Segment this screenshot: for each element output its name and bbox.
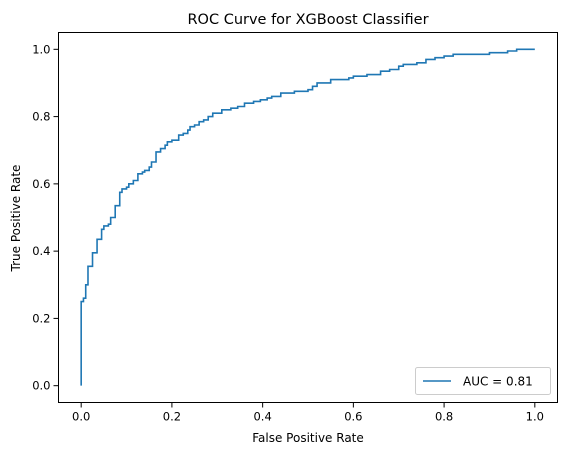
y-tick-label: 0.4 [32, 244, 50, 258]
y-tick-label: 1.0 [32, 42, 50, 56]
roc-curve-line [80, 48, 535, 386]
x-tick-label: 0.4 [253, 410, 271, 424]
plot-area: 0.0 0.2 0.4 0.6 0.8 1.0 0.0 0.2 0.4 0.6 0.8 1.0 [32, 32, 558, 424]
legend-label-auc: AUC = 0.81 [463, 375, 533, 389]
x-tick-label: 1.0 [526, 410, 544, 424]
chart-title: ROC Curve for XGBoost Classifier [187, 12, 428, 28]
y-tick-label: 0.6 [32, 177, 50, 191]
x-axis-label: False Positive Rate [252, 431, 364, 445]
y-axis-label: True Positive Rate [9, 165, 23, 273]
y-axis-ticks: 0.0 0.2 0.4 0.6 0.8 1.0 [32, 42, 59, 393]
x-tick-label: 0.0 [72, 410, 90, 424]
y-tick-label: 0.0 [32, 379, 50, 393]
legend-box [415, 367, 551, 395]
series-layer [80, 48, 535, 386]
x-axis-ticks: 0.0 0.2 0.4 0.6 0.8 1.0 [72, 402, 544, 424]
x-tick-label: 0.6 [344, 410, 362, 424]
y-tick-label: 0.2 [32, 311, 50, 325]
x-tick-label: 0.2 [163, 410, 181, 424]
axes-frame [58, 32, 558, 403]
y-tick-label: 0.8 [32, 110, 50, 124]
x-tick-label: 0.8 [435, 410, 453, 424]
legend: AUC = 0.81 [415, 367, 551, 395]
